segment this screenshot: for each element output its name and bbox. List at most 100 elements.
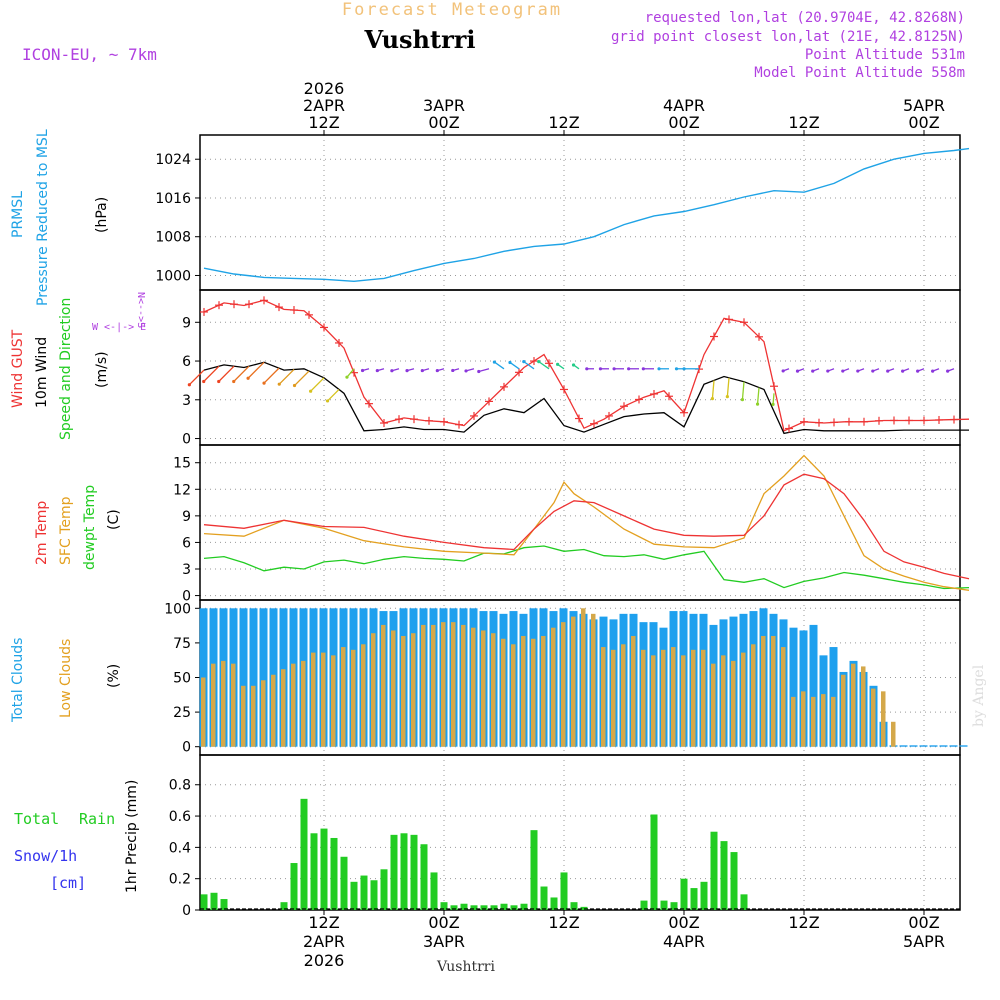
- low-cloud-bar: [861, 666, 866, 747]
- rain-bar: [710, 831, 718, 910]
- low-cloud-bar: [231, 663, 236, 747]
- low-cloud-bar: [611, 649, 616, 747]
- low-clouds-label: Low Clouds: [58, 639, 74, 718]
- y-tick-label: 0: [182, 903, 191, 919]
- low-cloud-bar: [331, 655, 336, 747]
- low-cloud-bar: [411, 633, 416, 747]
- prmsl-label: PRMSL: [10, 191, 26, 238]
- wind-arrow: [294, 370, 310, 386]
- rain-bar: [650, 814, 658, 910]
- top-time-label: 2026: [304, 79, 345, 98]
- low-cloud-bar: [281, 669, 286, 747]
- wind-arrow-head: [405, 369, 409, 373]
- rain-bar: [460, 903, 468, 910]
- low-cloud-bar: [751, 644, 756, 747]
- wind-arrow-head: [232, 379, 236, 384]
- wind-arrow-head: [585, 367, 589, 371]
- y-tick-label: 0.8: [169, 778, 191, 794]
- low-cloud-bar: [571, 616, 576, 747]
- prmsl-unit: (hPa): [94, 197, 110, 233]
- low-cloud-bar: [781, 647, 786, 747]
- wind-arrow-head: [246, 376, 250, 380]
- rain-bar: [560, 872, 568, 910]
- low-cloud-bar: [681, 655, 686, 747]
- wind-arrow-head: [477, 369, 481, 374]
- bottom-time-label: 00Z: [428, 913, 459, 932]
- y-tick-label: 25: [173, 705, 191, 721]
- low-cloud-bar: [541, 635, 546, 747]
- low-cloud-bar: [741, 652, 746, 747]
- wind-arrow-head: [187, 383, 191, 387]
- y-tick-label: 1008: [155, 230, 191, 246]
- low-cloud-bar: [651, 655, 656, 747]
- bottom-time-label: 12Z: [548, 913, 579, 932]
- bottom-time-label: 4APR: [663, 932, 705, 951]
- low-cloud-bar: [511, 644, 516, 747]
- low-cloud-bar: [501, 638, 506, 747]
- wind-arrow-head: [492, 360, 497, 364]
- rain-bar: [360, 875, 368, 910]
- rain-bar: [210, 892, 218, 910]
- top-time-label: 12Z: [548, 113, 579, 132]
- wind-arrow: [263, 367, 280, 384]
- low-cloud-bar: [251, 685, 256, 747]
- low-cloud-bar: [711, 663, 716, 747]
- grid-point-coords: grid point closest lon,lat (21E, 42.8125…: [611, 29, 965, 45]
- wind-arrow-head: [262, 381, 266, 385]
- bottom-time-label: 2026: [304, 951, 345, 970]
- rain-bar: [520, 903, 528, 910]
- wind-arrow-head: [856, 369, 860, 373]
- wind-arrow: [478, 368, 490, 373]
- low-cloud-bar: [321, 652, 326, 747]
- wind-arrow-head: [612, 367, 616, 371]
- wind-arrow-head: [435, 368, 439, 373]
- rain-bar: [690, 888, 698, 910]
- wind-arrow-head: [710, 397, 715, 401]
- temp2m-label: 2m Temp: [34, 501, 50, 565]
- y-tick-label: 0: [182, 740, 191, 756]
- y-tick-label: 75: [173, 636, 191, 652]
- wind-arrow: [346, 368, 355, 378]
- wind-line: [203, 361, 969, 435]
- rain-bar: [670, 902, 678, 910]
- wind-arrow-head: [537, 360, 541, 364]
- low-cloud-bar: [671, 647, 676, 747]
- gust-label: Wind GUST: [10, 329, 26, 408]
- low-cloud-bar: [771, 635, 776, 747]
- rain-bar: [390, 834, 398, 910]
- low-cloud-bar: [441, 622, 446, 747]
- total-cloud-bar: [909, 745, 918, 747]
- wind-arrow-head: [901, 369, 905, 373]
- low-cloud-bar: [211, 663, 216, 747]
- sfc-temp-label: SFC Temp: [58, 496, 74, 565]
- low-cloud-bar: [241, 685, 246, 747]
- credit: by Angel: [971, 664, 987, 727]
- total-cloud-bar: [959, 745, 968, 747]
- wind-arrow: [726, 377, 730, 397]
- wind-arrow: [310, 377, 325, 392]
- low-cloud-bar: [381, 624, 386, 747]
- wind-arrow: [327, 388, 340, 402]
- wind-arrow-head: [657, 367, 661, 371]
- y-tick-label: 1016: [155, 191, 191, 207]
- y-tick-label: 1000: [155, 268, 191, 284]
- low-cloud-bar: [271, 674, 276, 747]
- total-cloud-bar: [939, 745, 948, 747]
- wind-arrow: [756, 387, 760, 405]
- point-altitude: Point Altitude 531m: [805, 47, 965, 63]
- dewpt-label: dewpt Temp: [82, 485, 98, 570]
- rain-bar: [290, 863, 298, 910]
- low-cloud-bar: [341, 647, 346, 747]
- wind-arrow-head: [811, 369, 815, 373]
- wind-arrow-head: [598, 367, 603, 371]
- wind-arrow-head: [556, 362, 560, 366]
- rain-bar: [480, 905, 488, 910]
- compass-ns: N<-->S: [135, 292, 146, 328]
- total-cloud-bar: [249, 608, 258, 747]
- rain-bar: [440, 902, 448, 910]
- rain-bar: [220, 899, 228, 910]
- y-tick-label: 1024: [155, 152, 191, 168]
- wind-arrow-head: [795, 369, 800, 373]
- low-cloud-bar: [891, 721, 896, 747]
- bottom-time-label: 00Z: [668, 913, 699, 932]
